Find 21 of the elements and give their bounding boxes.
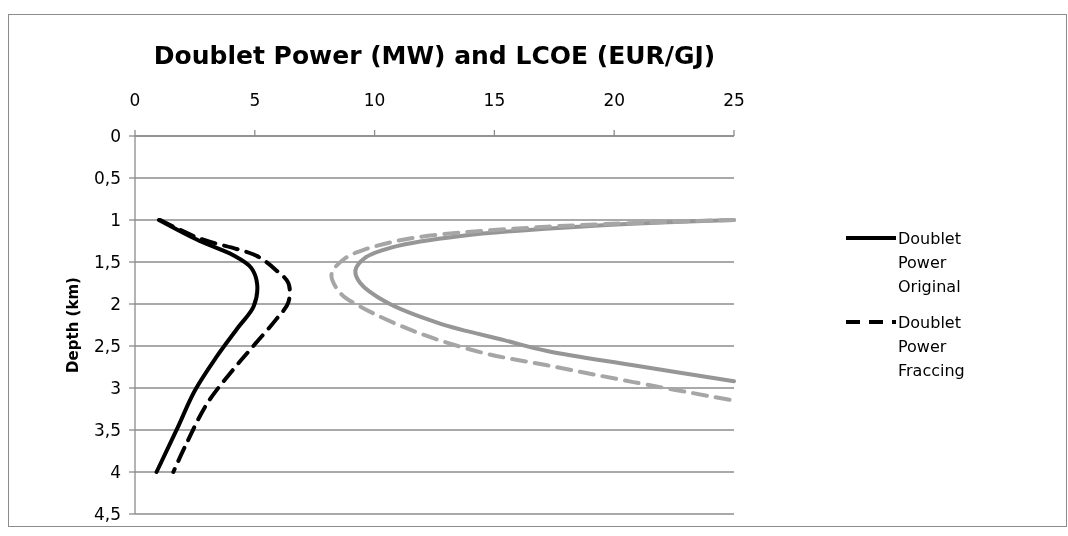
line-series — [329, 218, 736, 403]
x-tick-label: 25 — [723, 90, 745, 110]
legend-label: Doublet Power Original — [898, 228, 961, 296]
y-tick-label: 0 — [110, 125, 121, 146]
chart-title: Doublet Power (MW) and LCOE (EUR/GJ) — [153, 41, 716, 70]
y-tick-label: 1 — [110, 209, 121, 230]
x-tick-label: 15 — [483, 90, 506, 110]
y-tick-label: 3,5 — [93, 419, 121, 440]
x-tick-label: 20 — [603, 90, 626, 110]
y-tick-label: 4 — [110, 461, 121, 482]
y-tick-label: 2,5 — [93, 335, 121, 356]
y-tick-label: 3 — [110, 377, 121, 398]
x-tick-label: 0 — [129, 90, 141, 110]
x-tick-label: 5 — [249, 90, 261, 110]
y-tick-label: 2 — [110, 293, 121, 314]
legend-label: Doublet Power Fraccing — [898, 312, 965, 380]
y-tick-label: 4,5 — [93, 503, 121, 524]
y-axis-title: Depth (km) — [64, 277, 82, 373]
y-tick-label: 1,5 — [93, 251, 121, 272]
y-tick-label: 0,5 — [93, 167, 121, 188]
x-tick-label: 10 — [363, 90, 386, 110]
